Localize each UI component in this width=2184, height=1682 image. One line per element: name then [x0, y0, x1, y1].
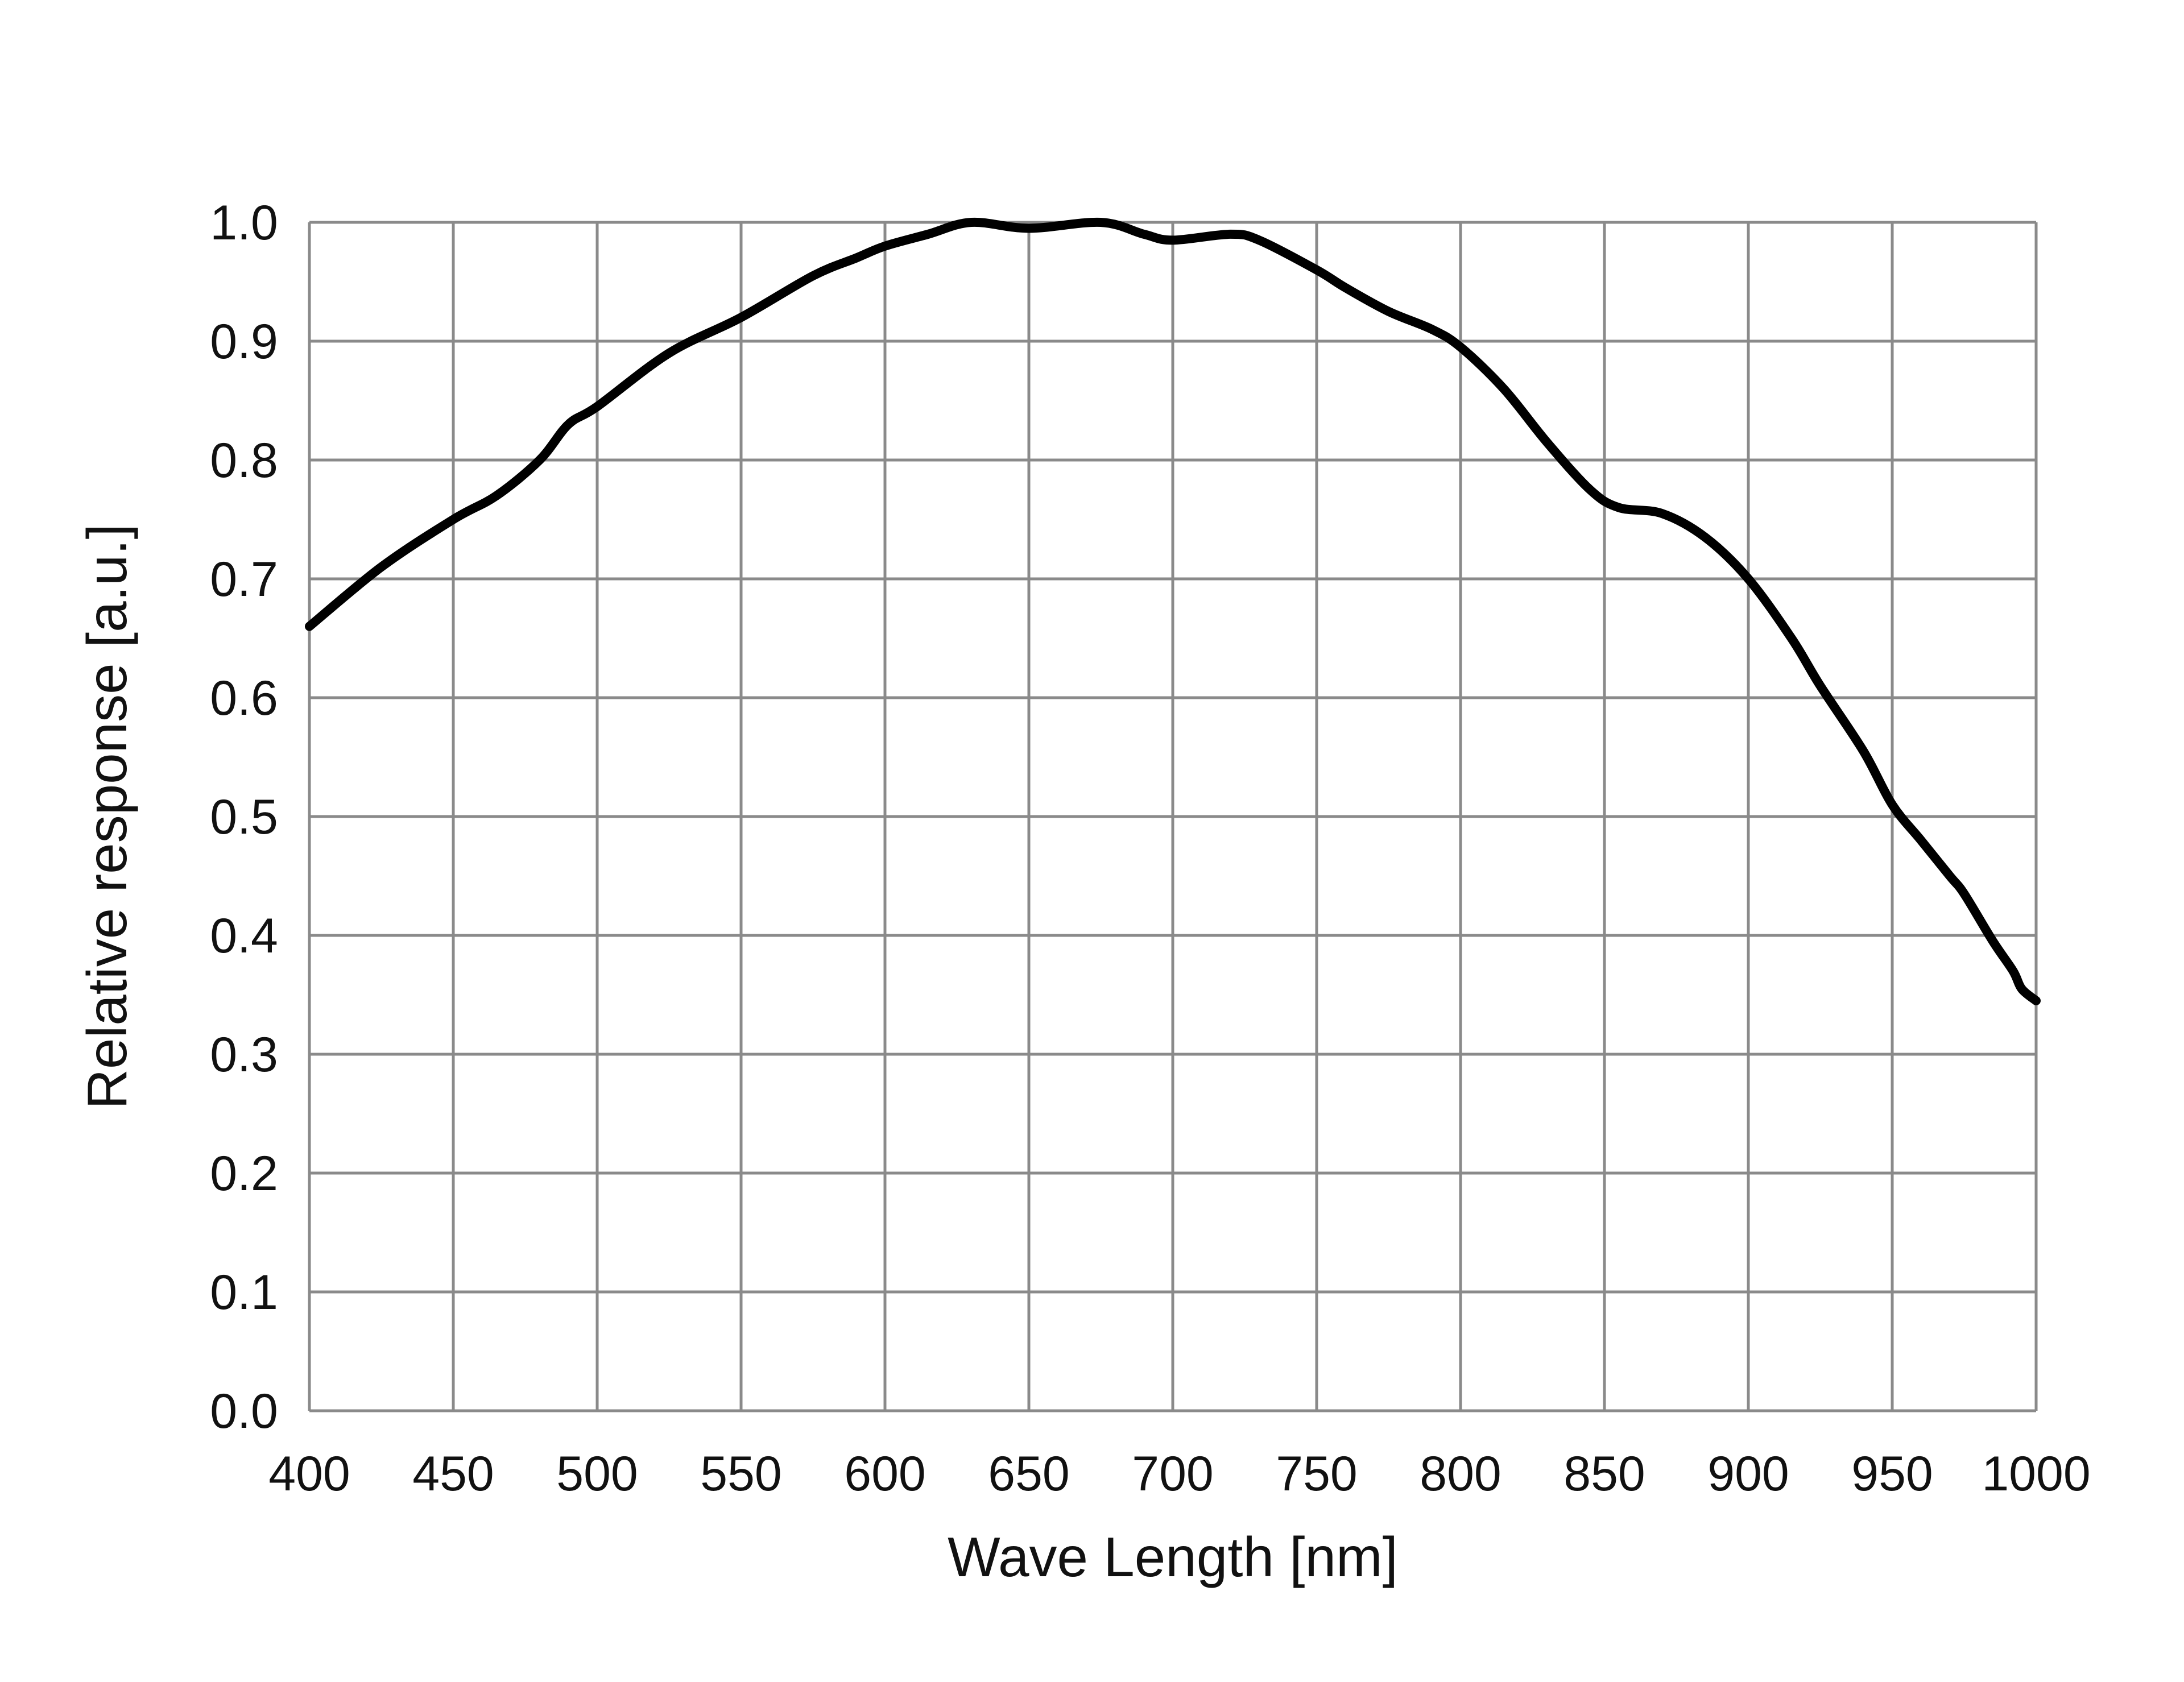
y-tick-label: 0.5 — [210, 790, 278, 844]
x-tick-label: 600 — [844, 1447, 926, 1501]
x-tick-label: 400 — [268, 1447, 350, 1501]
y-tick-label: 0.4 — [210, 909, 278, 963]
y-tick-label: 0.9 — [210, 314, 278, 369]
y-tick-label: 0.0 — [210, 1384, 278, 1439]
x-tick-label: 650 — [988, 1447, 1070, 1501]
grid — [308, 221, 2038, 1412]
x-tick-label: 500 — [556, 1447, 638, 1501]
x-tick-label: 800 — [1420, 1447, 1502, 1501]
y-tick-label: 1.0 — [210, 196, 278, 250]
x-tick-label: 950 — [1851, 1447, 1933, 1501]
x-tick-label: 900 — [1707, 1447, 1789, 1501]
y-axis-label: Relative response [a.u.] — [76, 524, 138, 1109]
x-tick-label: 550 — [700, 1447, 782, 1501]
x-tick-label: 750 — [1276, 1447, 1358, 1501]
x-axis-label: Wave Length [nm] — [948, 1526, 1398, 1588]
y-tick-label: 0.6 — [210, 671, 278, 726]
y-tick-label: 0.3 — [210, 1028, 278, 1082]
series-lines — [305, 217, 2041, 1005]
y-tick-label: 0.8 — [210, 433, 278, 488]
y-tick-label: 0.7 — [210, 552, 278, 607]
x-tick-label: 850 — [1563, 1447, 1645, 1501]
x-tick-labels: 400 450 500 550 600 650 700 750 800 850 900 950 1000 — [268, 1447, 2090, 1501]
x-tick-label: 1000 — [1982, 1447, 2090, 1501]
y-tick-label: 0.2 — [210, 1146, 278, 1201]
y-tick-labels: 0.0 0.1 0.2 0.3 0.4 0.5 0.6 0.7 0.8 0.9 1.0 — [210, 196, 278, 1439]
y-tick-label: 0.1 — [210, 1265, 278, 1320]
x-tick-label: 700 — [1132, 1447, 1214, 1501]
response-curve — [305, 217, 2041, 1005]
x-tick-label: 450 — [412, 1447, 494, 1501]
